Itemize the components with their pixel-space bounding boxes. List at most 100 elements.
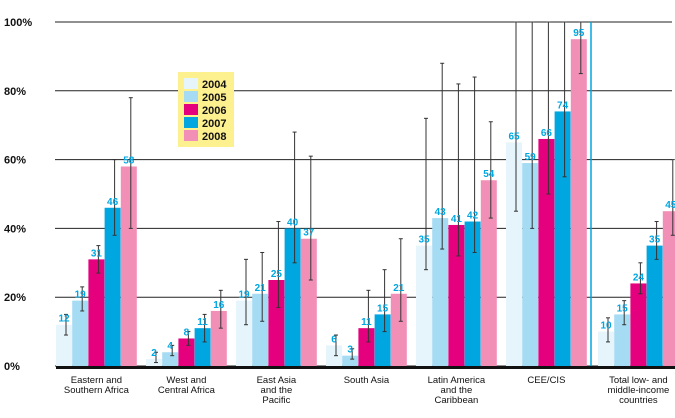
legend-label: 2008 [202,131,226,143]
bar [598,331,614,366]
bar [506,142,522,366]
data-label: 45 [665,200,675,211]
y-tick-label: 80% [4,86,26,98]
category-group: 63 11 15 21 [326,238,407,366]
bar [614,314,631,366]
category-label: Caribbean [434,395,478,406]
data-label: 37 [303,228,315,239]
category-label: and the [261,385,293,396]
bar [662,211,675,366]
legend-swatch [184,91,198,102]
data-label: 11 [361,317,372,328]
data-label: 11 [197,317,208,328]
data-label: 42 [467,211,479,222]
bar [300,238,317,366]
bar [570,39,587,366]
baseline-segment [56,366,149,369]
bar [630,283,647,366]
y-tick-label: 0% [4,361,20,373]
data-label: 35 [418,235,430,246]
baseline-segment [326,366,419,369]
data-label: 3 [347,345,353,356]
bar [88,259,105,366]
y-tick-label: 100% [4,17,32,29]
category-label: countries [619,395,658,406]
data-label: 66 [541,128,553,139]
bar [162,352,179,366]
bar [120,166,137,366]
data-label: 4 [167,341,173,352]
data-label: 6 [331,334,337,345]
bar [464,221,481,366]
bar [358,328,375,366]
bar [72,300,89,366]
bar [178,338,195,366]
data-label: 8 [184,327,190,338]
bar [236,300,252,366]
y-tick-label: 20% [4,292,26,304]
bar [284,228,301,366]
data-label: 95 [573,28,585,39]
category-label: CEE/CIS [527,375,565,386]
data-label: 12 [58,314,70,325]
category-group: 65 59 66 74 95 [506,21,587,366]
legend-swatch [184,130,198,141]
category-group: 19 21 25 40 37 [236,131,317,366]
baseline-segment [236,366,329,369]
data-label: 41 [451,214,463,225]
bar [522,163,539,366]
category-label: Total low- and [609,375,668,386]
data-label: 65 [508,131,520,142]
legend-swatch [184,78,198,89]
legend-label: 2006 [202,105,226,117]
category-label: East Asia [257,375,297,386]
data-label: 46 [107,197,119,208]
bar [448,224,465,366]
legend-label: 2005 [202,92,226,104]
bar [374,314,391,366]
data-label: 19 [238,290,250,301]
data-label: 10 [600,321,612,332]
bar [554,111,571,366]
data-label: 16 [213,300,225,311]
data-label: 24 [633,272,645,283]
legend-label: 2004 [202,79,227,91]
category-group: 248 11 16 [146,289,227,366]
baseline-segment [598,366,675,369]
category-group: 35 43 41 42 54 [416,62,497,366]
bar [432,218,449,366]
data-label: 40 [287,217,299,228]
y-axis-ticks: 0% 20% 40% 60% 80% 100% [4,17,32,373]
data-label: 21 [255,283,267,294]
bars: 1219314658248111619212540376311152135434… [56,21,675,366]
category-label: middle-income [608,385,670,396]
data-label: 43 [435,207,447,218]
data-label: 2 [151,348,157,359]
data-label: 58 [123,155,135,166]
bar [56,324,72,366]
category-group: 10 15 24 35 45 [598,159,675,366]
category-label: Southern Africa [64,385,130,396]
bar [104,207,121,366]
data-label: 31 [91,248,103,259]
y-tick-label: 40% [4,223,26,235]
category-group: 12 19 31 46 58 [56,97,137,366]
bar [194,328,211,366]
legend-swatch [184,104,198,115]
data-label: 35 [649,235,661,246]
data-label: 19 [75,290,87,301]
legend-swatch [184,117,198,128]
baseline-segment [416,366,509,369]
data-label: 74 [557,100,569,111]
bar [252,293,269,366]
bar [646,245,663,366]
bar [210,310,227,366]
bar [538,138,555,366]
data-label: 25 [271,269,283,280]
baseline-segment [506,366,599,369]
y-tick-label: 60% [4,155,26,167]
category-label: West and [166,375,206,386]
bar [480,180,497,366]
